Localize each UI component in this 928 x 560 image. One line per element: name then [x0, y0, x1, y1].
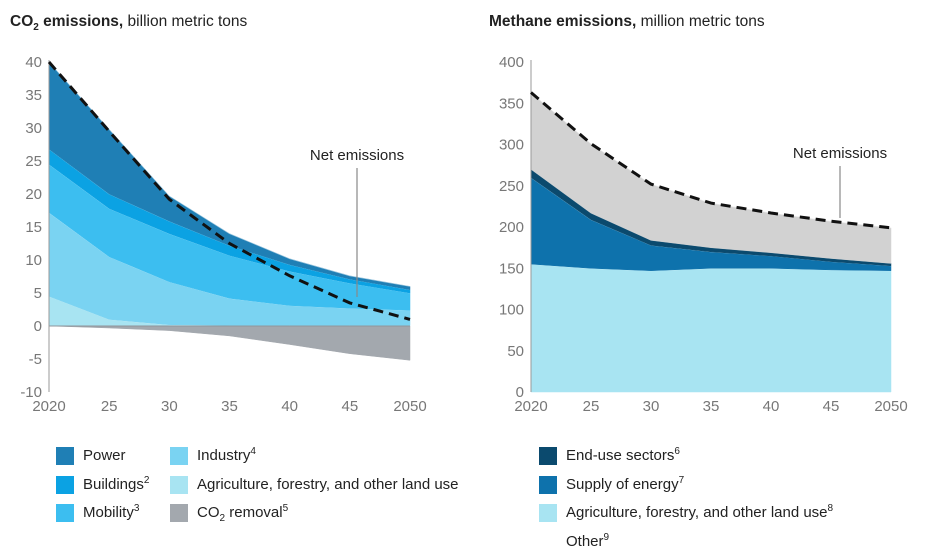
- legend-industry-label: Industry: [197, 447, 251, 464]
- legend-supply-sup: 7: [678, 475, 685, 486]
- methane-y-tick-300: 300: [499, 137, 524, 154]
- legend-mobility-label: Mobility: [83, 504, 134, 521]
- methane-x-tick-30: 30: [643, 398, 660, 415]
- legend-other-sup: 9: [603, 532, 610, 543]
- co2-x-tick-2020: 2020: [32, 398, 65, 415]
- co2-y-tick--10: -10: [20, 384, 42, 401]
- legend-supply-swatch: [539, 476, 557, 494]
- legend-end-use: End-use sectors6: [539, 447, 680, 465]
- legend-power-swatch: [56, 447, 74, 465]
- co2-title-bold: CO: [10, 13, 34, 30]
- legend-co2-removal: CO2 removal5: [170, 503, 289, 524]
- methane-net-emissions-line: [530, 91, 892, 230]
- legend-supply: Supply of energy7: [539, 476, 684, 494]
- legend-industry: Industry4: [170, 447, 256, 465]
- legend-industry-swatch: [170, 447, 188, 465]
- co2-x-tick-40: 40: [281, 398, 298, 415]
- co2-title-unit: billion metric tons: [123, 13, 248, 30]
- legend-agriculture-methane: Agriculture, forestry, and other land us…: [539, 504, 833, 522]
- legend-mobility-swatch: [56, 504, 74, 522]
- co2-y-tick--5: -5: [29, 351, 42, 368]
- co2-y-tick-15: 15: [25, 219, 42, 236]
- co2-net-emissions-line: [47, 61, 411, 321]
- co2-y-tick-0: 0: [34, 318, 42, 335]
- legend-agriculture-methane-label: Agriculture, forestry, and other land us…: [566, 504, 828, 521]
- legend-power-label: Power: [83, 447, 126, 464]
- co2-x-tick-2050: 2050: [393, 398, 426, 415]
- methane-y-tick-400: 400: [499, 54, 524, 71]
- legend-end-use-swatch: [539, 447, 557, 465]
- methane-x-tick-35: 35: [703, 398, 720, 415]
- methane-area-agriculture: [530, 263, 892, 393]
- methane-y-tick-150: 150: [499, 260, 524, 277]
- methane-x-tick-25: 25: [583, 398, 600, 415]
- co2-y-tick-25: 25: [25, 153, 42, 170]
- legend-agriculture-co2-swatch: [170, 476, 188, 494]
- legend-agriculture-methane-sup: 8: [827, 503, 834, 514]
- methane-title-unit: million metric tons: [636, 13, 765, 30]
- legend-mobility-sup: 3: [133, 503, 140, 514]
- co2-y-tick-40: 40: [25, 54, 42, 71]
- co2-area-removal: [48, 325, 411, 361]
- legend-other: Other9: [566, 533, 609, 551]
- legend-buildings-label: Buildings: [83, 476, 144, 493]
- legend-buildings-sup: 2: [143, 475, 150, 486]
- methane-y-tick-50: 50: [507, 343, 524, 360]
- legend-power: Power: [56, 447, 126, 465]
- co2-x-tick-25: 25: [101, 398, 118, 415]
- methane-y-tick-250: 250: [499, 178, 524, 195]
- methane-x-tick-40: 40: [763, 398, 780, 415]
- co2-y-tick-5: 5: [34, 285, 42, 302]
- legend-removal-label: CO: [197, 504, 220, 521]
- legend-end-use-label: End-use sectors: [566, 447, 675, 464]
- legend-end-use-sup: 6: [674, 446, 680, 457]
- co2-title-rest: emissions,: [38, 13, 124, 30]
- legend-buildings-swatch: [56, 476, 74, 494]
- legend-buildings: Buildings2: [56, 476, 149, 494]
- legend-agriculture-co2-label: Agriculture, forestry, and other land us…: [197, 476, 459, 493]
- co2-y-tick-10: 10: [25, 252, 42, 269]
- methane-y-tick-350: 350: [499, 95, 524, 112]
- methane-y-tick-0: 0: [516, 384, 524, 401]
- legend-removal-sub: 2: [219, 513, 226, 524]
- co2-chart-title: CO2 emissions, billion metric tons: [10, 13, 248, 34]
- co2-title-sub: 2: [33, 22, 39, 34]
- co2-x-tick-45: 45: [341, 398, 358, 415]
- methane-x-tick-2020: 2020: [514, 398, 547, 415]
- legend-mobility: Mobility3: [56, 504, 139, 522]
- legend-co2-removal-swatch: [170, 504, 188, 522]
- methane-title-bold: Methane emissions,: [489, 13, 637, 30]
- co2-x-tick-30: 30: [161, 398, 178, 415]
- legend-removal-sup: 5: [282, 503, 289, 514]
- co2-edge-power: [48, 61, 411, 287]
- legend-agriculture-co2: Agriculture, forestry, and other land us…: [170, 476, 459, 494]
- methane-net-emissions-label: Net emissions: [793, 145, 887, 162]
- legend-supply-label: Supply of energy: [566, 476, 679, 493]
- legend-agriculture-methane-swatch: [539, 504, 557, 522]
- legend-industry-sup: 4: [250, 446, 256, 457]
- legend-removal-rest: removal: [225, 504, 283, 521]
- methane-chart-title: Methane emissions, million metric tons: [489, 13, 765, 31]
- methane-x-tick-45: 45: [823, 398, 840, 415]
- co2-x-tick-35: 35: [221, 398, 238, 415]
- co2-y-tick-35: 35: [25, 87, 42, 104]
- methane-x-tick-2050: 2050: [874, 398, 907, 415]
- co2-y-tick-30: 30: [25, 120, 42, 137]
- legend-other-label: Other: [566, 533, 604, 550]
- methane-y-tick-100: 100: [499, 302, 524, 319]
- methane-y-tick-200: 200: [499, 219, 524, 236]
- co2-net-emissions-label: Net emissions: [310, 147, 404, 164]
- co2-y-tick-20: 20: [25, 186, 42, 203]
